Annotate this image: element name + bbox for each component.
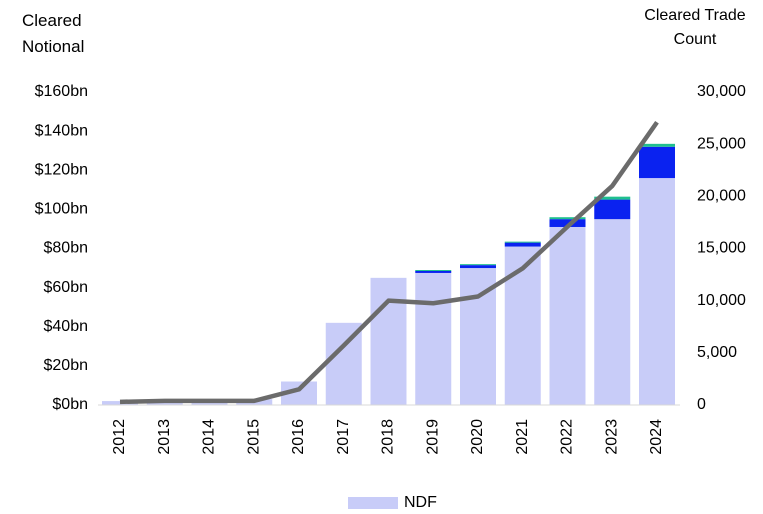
bar-segment — [549, 219, 586, 227]
y-tick-label: $80bn — [44, 240, 89, 257]
bar-segment — [415, 270, 452, 271]
x-tick-label: 2017 — [335, 419, 352, 455]
legend-swatch — [348, 497, 398, 509]
bar-segment — [594, 196, 631, 200]
y2-tick-label: 25,000 — [697, 135, 746, 152]
y2-tick-label: 5,000 — [697, 344, 737, 361]
y-tick-label: $100bn — [35, 201, 88, 218]
bar-segment — [370, 277, 407, 405]
y-tick-label: $140bn — [35, 122, 88, 139]
y-tick-label: $0bn — [52, 396, 88, 413]
y-tick-label: $60bn — [44, 279, 89, 296]
bar-segment — [415, 270, 452, 273]
y-axis-label: Cleared Notional — [22, 11, 85, 56]
x-tick-label: 2021 — [514, 419, 531, 455]
y-tick-label: $120bn — [35, 161, 88, 178]
x-tick-label: 2019 — [424, 419, 441, 455]
bar-segment — [146, 403, 183, 405]
y2-tick-label: 0 — [697, 396, 706, 413]
y2-axis-label: Cleared Trade Count — [644, 7, 746, 48]
bar-segment — [504, 246, 541, 405]
bar-segment — [594, 199, 631, 220]
x-tick-label: 2024 — [648, 419, 665, 455]
y2-tick-label: 10,000 — [697, 292, 746, 309]
bar-segment — [281, 381, 317, 405]
y2-tick-label: 20,000 — [697, 188, 746, 205]
y2-tick-label: 30,000 — [697, 83, 746, 100]
y-tick-label: $40bn — [44, 318, 89, 335]
x-tick-label: 2013 — [156, 419, 173, 455]
bar-segment — [504, 241, 541, 243]
bar-segment — [102, 401, 138, 405]
bar-segment — [549, 226, 586, 405]
bar-segment — [594, 219, 631, 405]
y2-tick-label: 15,000 — [697, 240, 746, 257]
bar-segment — [639, 143, 675, 147]
x-tick-label: 2016 — [290, 419, 307, 455]
bar-segment — [504, 242, 541, 247]
y-tick-label: $160bn — [35, 83, 88, 100]
x-tick-label: 2015 — [245, 419, 262, 455]
line — [119, 120, 659, 405]
x-tick-label: 2014 — [201, 419, 218, 455]
bar-segment — [639, 146, 675, 179]
x-tick-label: 2023 — [603, 419, 620, 455]
x-tick-label: 2012 — [111, 419, 128, 455]
bar-segment — [460, 265, 496, 269]
bar-segment — [639, 178, 675, 405]
bar-segment — [549, 217, 586, 220]
legend-label: NDF — [404, 494, 437, 511]
y-tick-label: $20bn — [44, 357, 89, 374]
bar-segment — [460, 264, 496, 266]
bar-segment — [415, 272, 452, 405]
x-tick-label: 2020 — [469, 419, 486, 455]
bar-segment — [191, 403, 228, 405]
x-tick-label: 2022 — [559, 419, 576, 455]
x-tick-label: 2018 — [380, 419, 397, 455]
